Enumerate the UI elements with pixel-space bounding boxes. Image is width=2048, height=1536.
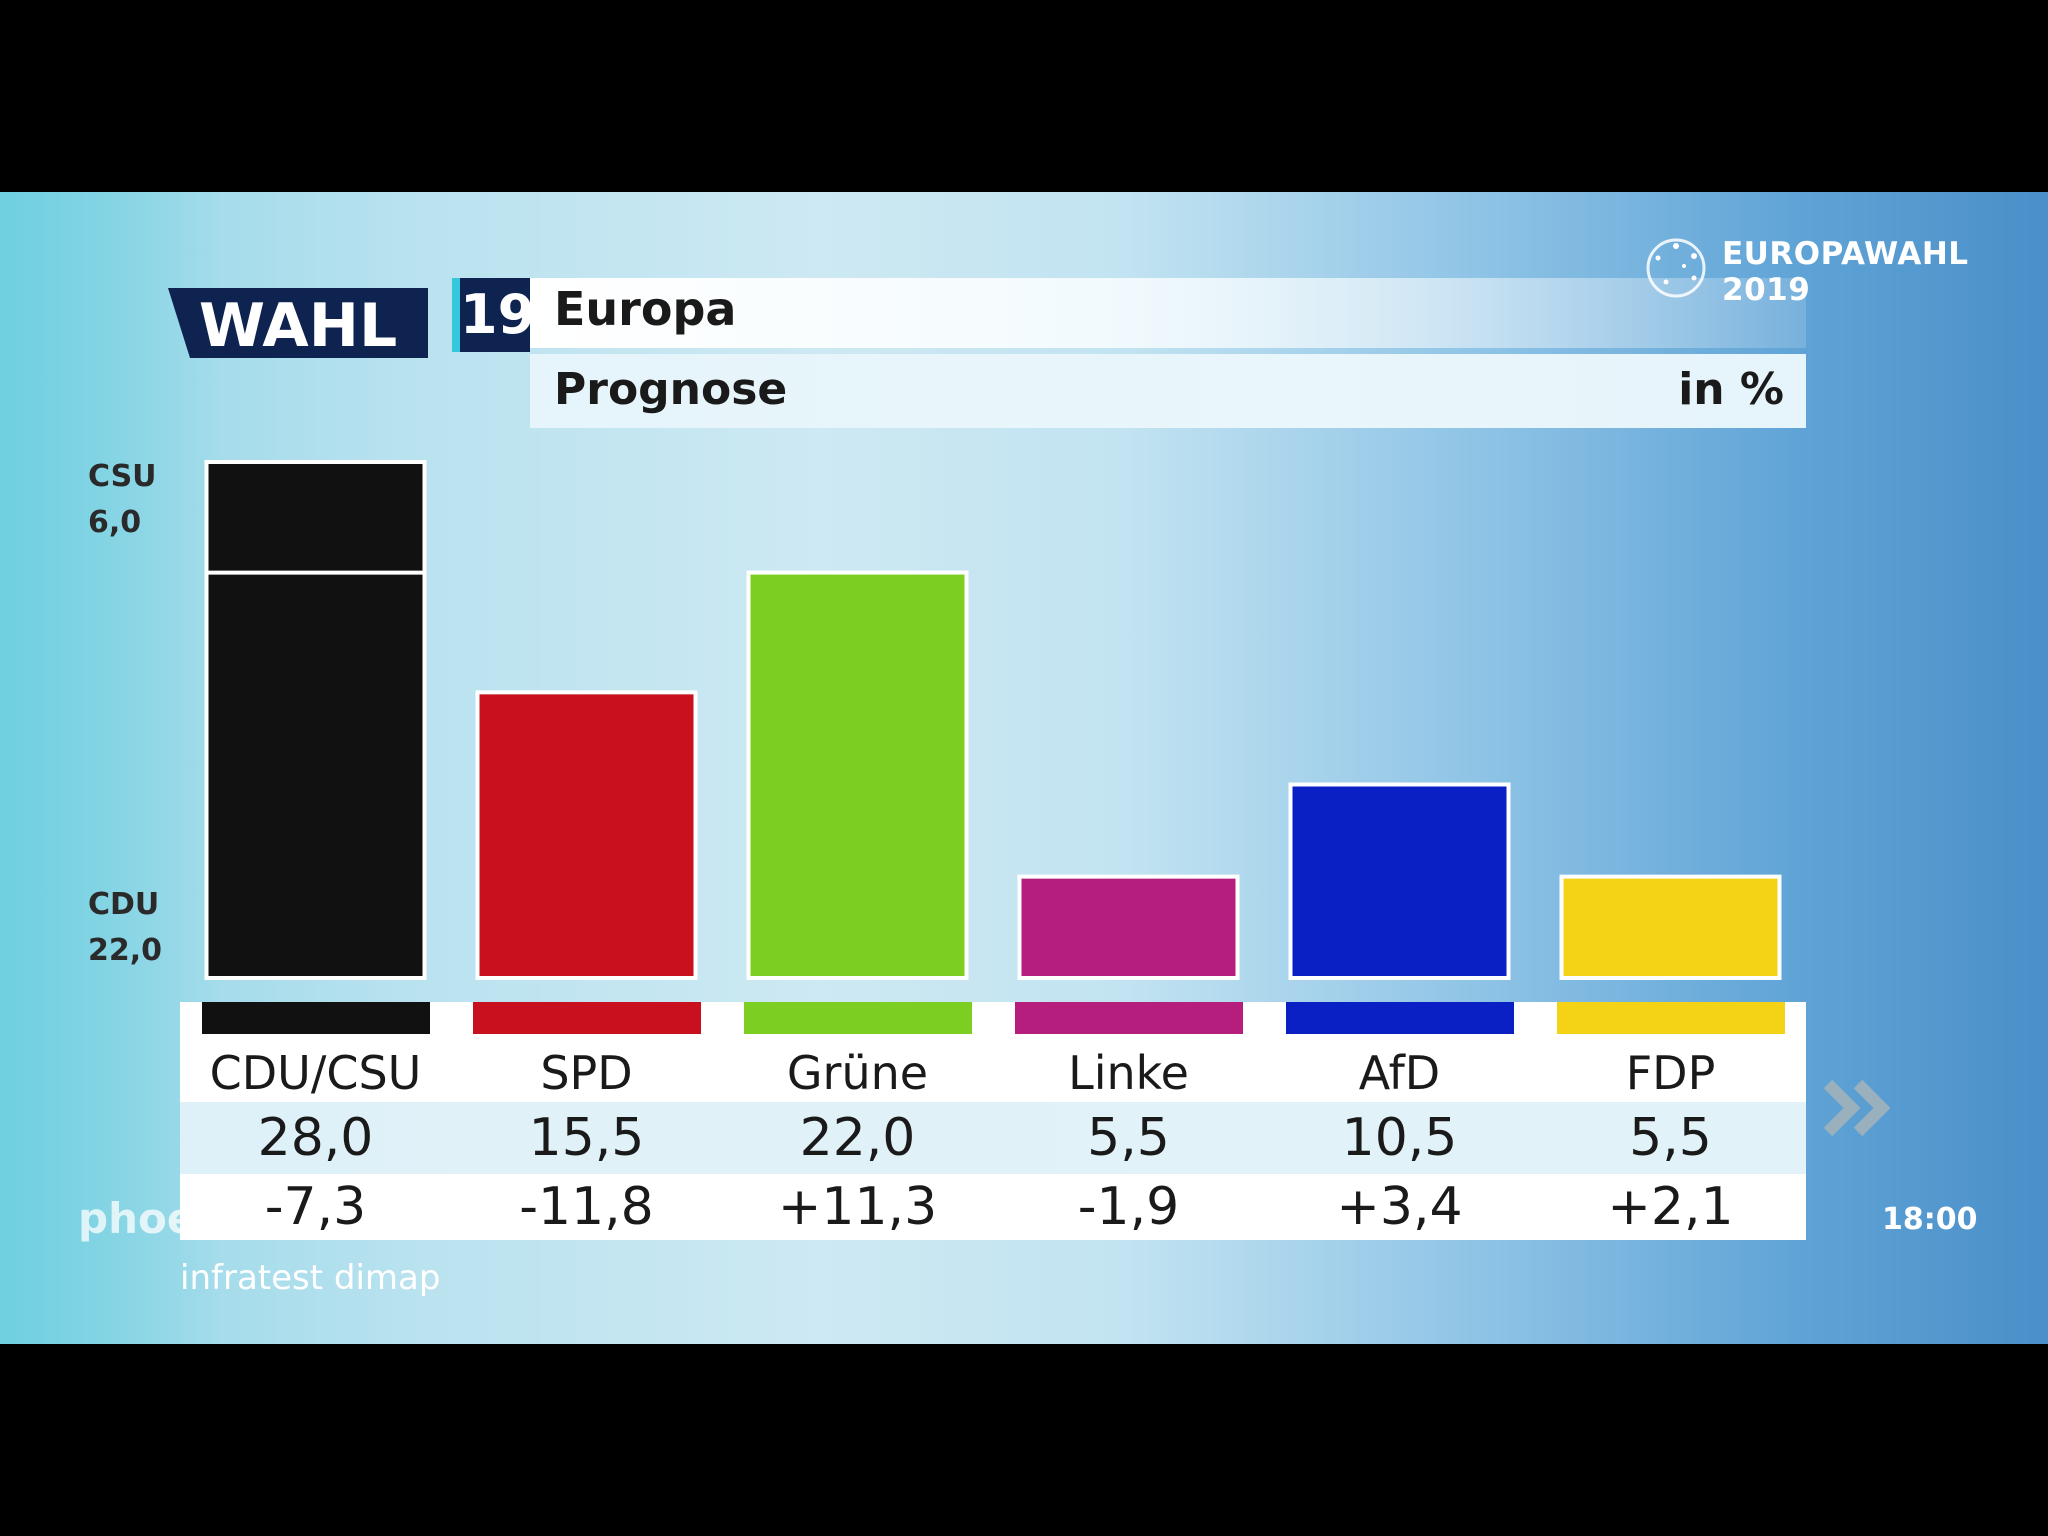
party-label-spd: SPD <box>540 1046 633 1100</box>
swatch-linke <box>1014 1002 1243 1034</box>
eu-stars-circle-icon <box>1646 238 1706 298</box>
bar-gr-ne <box>746 570 969 980</box>
party-label-cdu-csu: CDU/CSU <box>209 1046 422 1100</box>
wahl-logo: WAHL <box>168 288 428 358</box>
clock: 18:00 <box>1882 1202 1978 1237</box>
swatch-cdu-csu <box>201 1002 430 1034</box>
swatch-spd <box>472 1002 701 1034</box>
csu-side-label: CSU 6,0 <box>88 454 157 546</box>
change-label-spd: -11,8 <box>519 1177 654 1237</box>
change-label-linke: -1,9 <box>1077 1177 1180 1237</box>
cdu-side-label: CDU 22,0 <box>88 882 162 974</box>
europawahl-year: 2019 <box>1722 272 1811 308</box>
double-chevron-right-icon <box>1823 1079 1891 1137</box>
change-label-gr-ne: +11,3 <box>777 1177 938 1237</box>
party-row: CDU/CSU SPD Grüne Linke AfD FDP <box>180 1002 1806 1102</box>
cdu-name: CDU <box>88 887 160 922</box>
value-row: 28,0 15,5 22,0 5,5 10,5 5,5 <box>180 1102 1806 1174</box>
bar-cdu-csu <box>204 460 427 980</box>
swatch-afd <box>1285 1002 1514 1034</box>
tv-screen: WAHL 19 Europa Prognose in % EUROPAWAHL … <box>0 192 2048 1344</box>
value-label-fdp: 5,5 <box>1629 1108 1712 1168</box>
bar-spd <box>475 690 698 980</box>
source-label: infratest dimap <box>180 1258 441 1298</box>
change-row: -7,3 -11,8 +11,3 -1,9 +3,4 +2,1 <box>180 1174 1806 1240</box>
value-label-gr-ne: 22,0 <box>799 1108 916 1168</box>
chart-unit: in % <box>1678 364 1784 415</box>
change-label-cdu-csu: -7,3 <box>264 1177 367 1237</box>
subtitle-bar: Prognose in % <box>530 354 1806 428</box>
results-table: CDU/CSU SPD Grüne Linke AfD FDP 28,0 15,5 22,0 5… <box>180 1002 1806 1240</box>
bar-linke <box>1017 874 1240 981</box>
csu-name: CSU <box>88 459 157 494</box>
value-label-cdu-csu: 28,0 <box>257 1108 374 1168</box>
bar-afd <box>1288 782 1511 980</box>
chart-subtitle: Prognose <box>554 364 788 415</box>
value-label-linke: 5,5 <box>1087 1108 1170 1168</box>
chart-title: Europa <box>554 282 737 336</box>
cdu-value: 22,0 <box>88 933 163 968</box>
europawahl-text: EUROPAWAHL <box>1722 236 1969 272</box>
title-bar: Europa <box>530 278 1806 348</box>
party-label-fdp: FDP <box>1625 1046 1716 1100</box>
wahl-logo-word: WAHL <box>199 291 397 358</box>
value-label-afd: 10,5 <box>1341 1108 1458 1168</box>
swatch-gr-ne <box>743 1002 972 1034</box>
value-label-spd: 15,5 <box>528 1108 645 1168</box>
bar-fdp <box>1559 874 1782 981</box>
party-label-gr-ne: Grüne <box>786 1046 929 1100</box>
csu-value: 6,0 <box>88 505 142 540</box>
change-label-afd: +3,4 <box>1336 1177 1463 1237</box>
bar-chart <box>204 460 1782 981</box>
europawahl-logo: EUROPAWAHL 2019 <box>1644 234 2004 314</box>
wahl-logo-number: 19 <box>452 278 535 352</box>
party-label-linke: Linke <box>1068 1046 1189 1100</box>
party-label-afd: AfD <box>1358 1046 1441 1100</box>
change-label-fdp: +2,1 <box>1607 1177 1734 1237</box>
channel-logo: phoe <box>78 1194 196 1243</box>
swatch-fdp <box>1556 1002 1785 1034</box>
